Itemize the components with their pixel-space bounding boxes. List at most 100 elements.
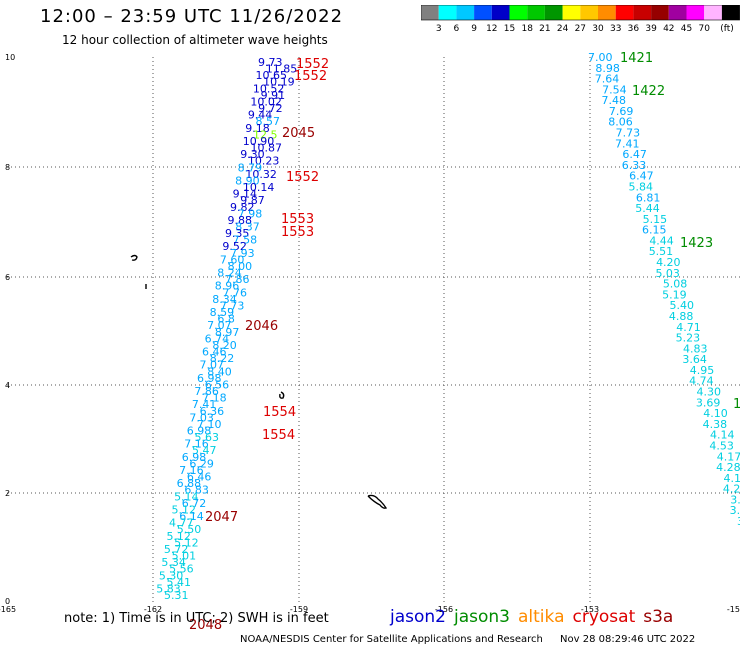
island-outline bbox=[367, 494, 388, 509]
wave-height-value: 7.60 bbox=[220, 253, 245, 266]
wave-height-value: 4.88 bbox=[669, 310, 694, 323]
wave-height-value: 9.18 bbox=[245, 122, 269, 135]
colorbar-tick: 15 bbox=[504, 24, 515, 34]
wave-height-value: 8.37 bbox=[235, 221, 260, 234]
wave-height-value: 7.73 bbox=[220, 299, 245, 312]
wave-height-value: 5.03 bbox=[655, 267, 680, 280]
colorbar-swatch bbox=[704, 5, 722, 20]
wave-height-value: 10.23 bbox=[248, 155, 279, 168]
wave-height-value: 6.72 bbox=[182, 497, 207, 510]
longitude-label: -150 bbox=[727, 605, 740, 614]
pass-time-label: 1553 bbox=[281, 212, 314, 227]
wave-height-value: 4.1 bbox=[724, 472, 740, 485]
wave-height-value: 6.46 bbox=[202, 346, 227, 359]
legend-item-s3a: s3a bbox=[643, 607, 674, 627]
wave-height-value: 5.30 bbox=[159, 569, 184, 582]
wave-height-value: 6.15 bbox=[642, 224, 667, 237]
longitude-label: -165 bbox=[0, 605, 16, 614]
wave-height-value: 6.46 bbox=[187, 471, 212, 484]
wave-height-value: 12.5 bbox=[253, 128, 277, 141]
wave-height-value: 7.10 bbox=[197, 418, 222, 431]
wave-height-value: 4.28 bbox=[716, 461, 740, 474]
wave-height-value: 4.83 bbox=[683, 342, 708, 355]
wave-height-value: 3.64 bbox=[682, 353, 707, 366]
latitude-label: 4 bbox=[5, 381, 10, 390]
wave-height-value: 10.90 bbox=[243, 135, 274, 148]
wave-height-value: 7.07 bbox=[200, 359, 225, 372]
wave-height-value: 9.52 bbox=[222, 240, 247, 253]
wave-height-value: 9.88 bbox=[227, 214, 252, 227]
wave-height-value: 6.74 bbox=[205, 332, 230, 345]
wave-height-value: 4.38 bbox=[703, 418, 728, 431]
wave-height-value: 4.53 bbox=[709, 439, 734, 452]
wave-height-value: 7.48 bbox=[601, 94, 626, 107]
wave-height-value: 4.71 bbox=[676, 321, 701, 334]
wave-height-colorbar: 3 6 9 12 15 18 21 24 27 30 33 36 39 42 45 70 (ft) bbox=[421, 5, 740, 34]
latitude-label: 0 bbox=[5, 597, 10, 606]
wave-height-value: 7.64 bbox=[595, 73, 620, 86]
wave-height-value: 7.98 bbox=[238, 207, 263, 220]
wave-height-value: 5.31 bbox=[164, 589, 189, 602]
wave-height-value: 7.07 bbox=[207, 319, 232, 332]
wave-height-value: 6.47 bbox=[622, 148, 647, 161]
wave-height-value: 3.69 bbox=[696, 396, 721, 409]
wave-height-value: 7.73 bbox=[616, 127, 641, 140]
wave-height-value: 7.86 bbox=[225, 273, 250, 286]
legend-item-cryosat: cryosat bbox=[572, 607, 636, 627]
wave-height-value: 8.20 bbox=[212, 339, 237, 352]
credit-timestamp: Nov 28 08:29:46 UTC 2022 bbox=[560, 634, 696, 645]
wave-height-value: 5.72 bbox=[164, 543, 189, 556]
wave-height-value: 9.91 bbox=[261, 89, 286, 102]
wave-height-value: 6.36 bbox=[200, 405, 225, 418]
pass-time-label: 2048 bbox=[189, 618, 222, 633]
wave-height-value: 8.22 bbox=[210, 352, 235, 365]
longitude-label: -159 bbox=[290, 605, 308, 614]
wave-height-value: 8.00 bbox=[228, 260, 253, 273]
wave-height-value: 10.19 bbox=[263, 76, 295, 89]
wave-height-value: 7.16 bbox=[184, 438, 209, 451]
credit-line: NOAA/NESDIS Center for Satellite Applica… bbox=[240, 634, 709, 645]
wave-height-value: 6.8 bbox=[217, 313, 235, 326]
wave-height-value: 6.83 bbox=[184, 484, 209, 497]
wave-height-value: 5.34 bbox=[161, 556, 186, 569]
wave-height-value: 10.14 bbox=[243, 181, 275, 194]
wave-height-value: 4.14 bbox=[710, 429, 735, 442]
wave-height-value: 4.2 bbox=[723, 483, 740, 496]
wave-height-value: 5.63 bbox=[195, 431, 220, 444]
colorbar-tick: 24 bbox=[557, 24, 569, 34]
wave-height-value: 5.14 bbox=[174, 490, 199, 503]
wave-height-value: 4.17 bbox=[717, 450, 740, 463]
longitude-label: -162 bbox=[144, 605, 162, 614]
wave-height-value: 6.98 bbox=[197, 372, 222, 385]
pass-time-label: 1421 bbox=[620, 51, 653, 66]
wave-height-value: 5.51 bbox=[649, 245, 674, 258]
wave-height-value: 5.50 bbox=[177, 523, 202, 536]
pass-time-label: 1552 bbox=[296, 57, 329, 72]
wave-height-value: 8.24 bbox=[217, 267, 242, 280]
colorbar-tick: 21 bbox=[539, 24, 550, 34]
colorbar-tick: 45 bbox=[681, 24, 692, 34]
colorbar-swatch bbox=[491, 5, 510, 20]
wave-height-value: 4.20 bbox=[656, 256, 681, 269]
colorbar-tick: 12 bbox=[486, 24, 497, 34]
wave-height-value: 8.06 bbox=[608, 116, 633, 129]
wave-height-value: 11.85 bbox=[266, 63, 298, 76]
colorbar-tick: 6 bbox=[454, 24, 460, 34]
wave-height-value: 10.65 bbox=[255, 69, 287, 82]
colorbar-swatch bbox=[544, 5, 563, 20]
pass-time-label: 1552 bbox=[294, 69, 327, 84]
latitude-label: 8 bbox=[5, 163, 10, 172]
wave-height-value: 7.69 bbox=[609, 105, 634, 118]
wave-height-value: 5.23 bbox=[676, 332, 701, 345]
wave-height-value: 4.30 bbox=[697, 386, 722, 399]
colorbar-swatch bbox=[438, 5, 457, 20]
wave-height-value: 8.90 bbox=[235, 174, 260, 187]
wave-height-value: 4.74 bbox=[689, 375, 714, 388]
legend-item-jason3: jason3 bbox=[454, 607, 510, 627]
wave-height-value: 7.00 bbox=[588, 51, 613, 64]
latitude-label: 2 bbox=[5, 489, 10, 498]
colorbar-tick: 9 bbox=[471, 24, 477, 34]
pass-time-label: 1552 bbox=[286, 170, 319, 185]
latitude-label: 10 bbox=[5, 53, 15, 62]
longitude-label: -156 bbox=[435, 605, 453, 614]
